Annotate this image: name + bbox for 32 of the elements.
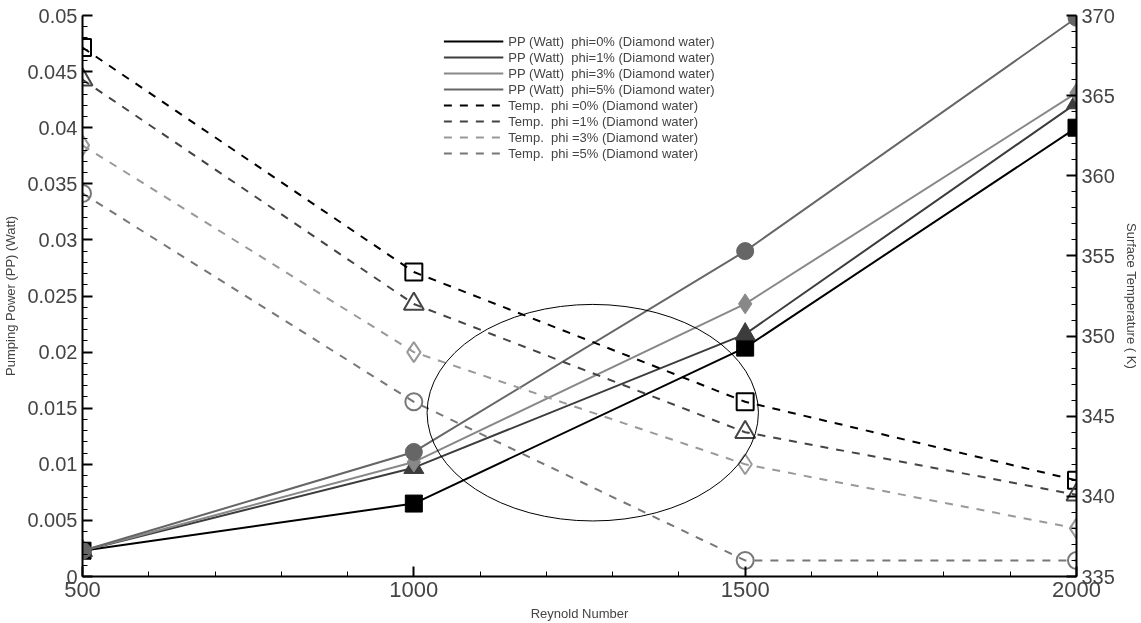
y-tick-label: 0.05 [38, 4, 78, 27]
legend-label: PP (Watt) phi=5% (Diamond water) [508, 81, 715, 97]
y-tick-label: 0.045 [27, 60, 78, 83]
legend-label: Temp. phi =5% (Diamond water) [508, 145, 699, 161]
y2-tick-label: 365 [1081, 84, 1115, 107]
y-tick-label: 0.04 [38, 116, 78, 139]
y-tick-label: 0.01 [38, 453, 78, 476]
legend-label: Temp. phi =3% (Diamond water) [508, 129, 699, 145]
x-tick-label: 1000 [389, 576, 439, 602]
y-axis-title: Pumping Power (PP) (Watt) [3, 216, 19, 376]
y-tick-label: 0.02 [38, 341, 78, 364]
y2-tick-label: 355 [1081, 244, 1115, 267]
y2-tick-label: 370 [1081, 4, 1115, 27]
y2-tick-label: 340 [1081, 485, 1115, 508]
y-tick-label: 0.03 [38, 228, 78, 251]
x-tick-label: 1500 [720, 576, 770, 602]
legend-label: PP (Watt) phi=0% (Diamond water) [508, 33, 715, 49]
y2-axis-title: Surface Temperature ( K) [1123, 223, 1139, 369]
y2-tick-label: 345 [1081, 405, 1115, 428]
legend-label: PP (Watt) phi=1% (Diamond water) [508, 49, 715, 65]
x-axis-title: Reynold Number [530, 605, 629, 621]
legend-label: Temp. phi =1% (Diamond water) [508, 113, 699, 129]
y2-tick-label: 360 [1081, 164, 1115, 187]
y-tick-label: 0.005 [27, 509, 78, 532]
point [736, 242, 755, 261]
point [404, 442, 423, 461]
legend-label: PP (Watt) phi=3% (Diamond water) [508, 65, 715, 81]
legend-label: Temp. phi =0% (Diamond water) [508, 97, 699, 113]
y2-tick-label: 350 [1081, 325, 1115, 348]
y-tick-label: 0.025 [27, 285, 78, 307]
y-tick-label: 0.015 [27, 397, 78, 420]
y-tick-label: 0.035 [27, 172, 78, 195]
